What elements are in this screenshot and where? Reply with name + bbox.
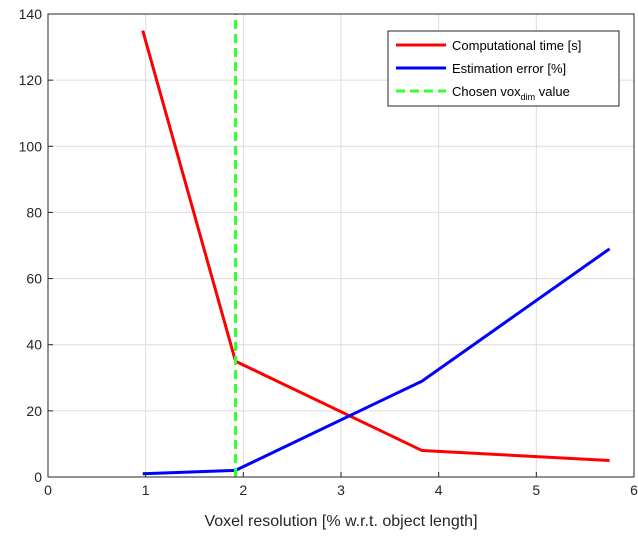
series-lines [141, 14, 611, 477]
x-tick-label: 1 [142, 482, 150, 498]
series-line-0 [141, 30, 610, 462]
x-tick-label: 0 [44, 482, 52, 498]
x-tick-label: 5 [532, 482, 540, 498]
y-tick-label: 120 [19, 72, 43, 88]
y-tick-label: 20 [26, 403, 42, 419]
y-tick-label: 60 [26, 271, 42, 287]
x-tick-label: 6 [630, 482, 638, 498]
y-tick-label: 100 [19, 138, 43, 154]
x-axis-label: Voxel resolution [% w.r.t. object length… [204, 513, 477, 530]
x-tick-label: 2 [239, 482, 247, 498]
legend-label-1: Estimation error [%] [452, 61, 566, 76]
y-tick-label: 140 [19, 6, 43, 22]
legend-label-0: Computational time [s] [452, 38, 581, 53]
y-tick-label: 80 [26, 204, 42, 220]
y-tick-label: 40 [26, 337, 42, 353]
x-tick-label: 3 [337, 482, 345, 498]
y-tick-label: 0 [34, 469, 42, 485]
legend: Computational time [s] Estimation error [… [387, 30, 620, 107]
series-line-1 [142, 247, 611, 476]
legend-label-2: Chosen voxdim value [452, 84, 570, 102]
x-tick-label: 4 [435, 482, 443, 498]
